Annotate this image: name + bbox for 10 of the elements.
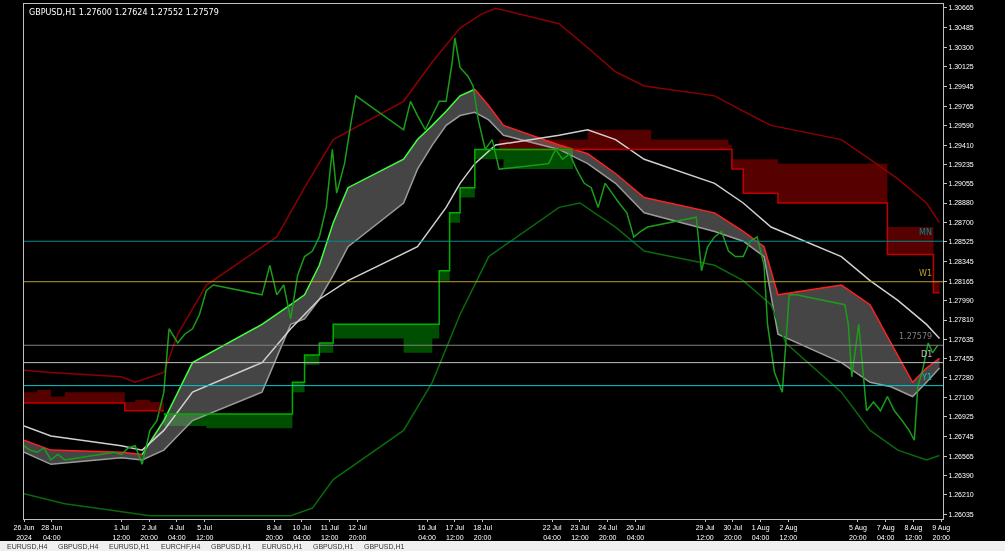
line-series (24, 7, 941, 384)
line-series (474, 88, 941, 384)
text: GBPUSD,H1 1.27600 1.27624 1.27552 1.27579 (29, 8, 219, 17)
ref-line-label: W1 (919, 269, 932, 278)
ref-line-label: Y1 (921, 373, 932, 382)
ref-line-label: MN (919, 228, 932, 237)
line-series (24, 439, 143, 456)
line-series (24, 202, 941, 517)
line-series (141, 88, 476, 456)
ref-line-label: 1.27579 (899, 332, 933, 341)
